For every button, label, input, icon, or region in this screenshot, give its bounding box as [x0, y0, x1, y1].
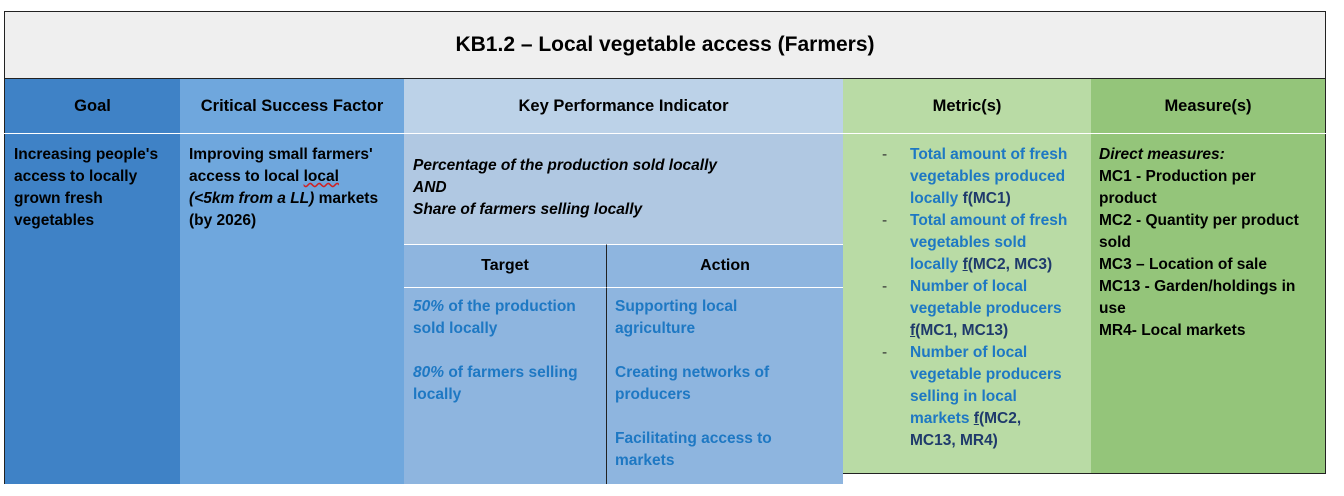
target-item: 50% of the production sold locally	[413, 296, 598, 340]
goal-cell-fill	[4, 242, 180, 484]
header-goal-label: Goal	[74, 97, 111, 115]
bullet-dash: -	[882, 146, 888, 163]
action-text: producers	[615, 386, 691, 403]
header-action-label: Action	[700, 257, 750, 274]
csf-text: markets	[314, 190, 379, 207]
target-percent: 80%	[413, 364, 445, 381]
header-measures: Measure(s)	[1091, 78, 1326, 134]
metric-item: - Number of local vegetable producers f(…	[842, 276, 1085, 342]
action-text: Supporting local	[615, 298, 738, 315]
metric-text: selling in local	[910, 388, 1017, 405]
csf-italic-text: (<5km from a LL)	[189, 190, 315, 207]
action-text: markets	[615, 452, 675, 469]
measures-cell: Direct measures: MC1 - Production per pr…	[1091, 134, 1326, 473]
measure-line: MC13 - Garden/holdings in	[1099, 278, 1296, 295]
measure-line: MC2 - Quantity per product	[1099, 212, 1299, 229]
goal-line: Increasing people's	[14, 146, 159, 163]
action-item: Creating networks of producers	[615, 362, 835, 406]
target-percent: 50%	[413, 298, 445, 315]
csf-line: access to local local	[189, 166, 396, 188]
header-kpi: Key Performance Indicator	[404, 78, 843, 134]
measures-heading: Direct measures:	[1099, 146, 1225, 163]
metric-text: vegetables sold	[910, 234, 1027, 251]
metric-code: MC13, MR4)	[910, 432, 998, 449]
bullet-dash: -	[882, 212, 888, 229]
metric-text: locally	[910, 256, 963, 273]
function-f: f	[962, 190, 968, 207]
header-csf-label: Critical Success Factor	[200, 97, 384, 115]
metric-text: markets	[910, 410, 974, 427]
header-target: Target	[404, 244, 607, 288]
measure-line: MC3 – Location of sale	[1099, 256, 1267, 273]
metric-text: vegetables produced	[910, 168, 1066, 185]
header-measures-label: Measure(s)	[1164, 97, 1252, 115]
csf-line: (by 2026)	[189, 212, 257, 229]
measure-line: MR4- Local markets	[1099, 322, 1246, 339]
metric-item: - Total amount of fresh vegetables sold …	[842, 210, 1085, 276]
table-title: KB1.2 – Local vegetable access (Farmers)	[4, 11, 1326, 78]
csf-line: (<5km from a LL) markets	[189, 188, 396, 210]
kpi-line: AND	[413, 179, 447, 196]
kpi-line: Percentage of the production sold locall…	[413, 157, 718, 174]
metric-code: (MC2, MC3)	[967, 256, 1053, 273]
csf-cell: Improving small farmers' access to local…	[180, 134, 404, 484]
goal-line: vegetables	[14, 212, 95, 229]
metric-text: Number of local	[910, 344, 1028, 361]
metric-text: Number of local	[910, 278, 1028, 295]
action-item: Facilitating access to markets	[615, 428, 835, 472]
target-text: sold locally	[413, 320, 498, 337]
csf-line: Improving small farmers'	[189, 146, 373, 163]
metric-item: - Total amount of fresh vegetables produ…	[842, 144, 1085, 210]
bullet-dash: -	[882, 344, 888, 361]
kpi-cell: Percentage of the production sold locall…	[404, 134, 843, 244]
function-f: f	[910, 322, 916, 339]
metrics-cell: - Total amount of fresh vegetables produ…	[843, 134, 1091, 473]
metric-text: locally	[910, 190, 963, 207]
bullet-dash: -	[882, 278, 888, 295]
header-metrics: Metric(s)	[843, 78, 1091, 134]
measure-line: MC1 - Production per	[1099, 168, 1256, 185]
header-csf: Critical Success Factor	[180, 78, 404, 134]
metric-text: Total amount of fresh	[910, 146, 1068, 163]
header-kpi-label: Key Performance Indicator	[518, 97, 729, 115]
action-text: agriculture	[615, 320, 696, 337]
metric-text: Total amount of fresh	[910, 212, 1068, 229]
measure-line: sold	[1099, 234, 1131, 251]
action-item: Supporting local agriculture	[615, 296, 835, 340]
header-divider	[4, 133, 1326, 134]
measure-line: use	[1099, 300, 1126, 317]
goal-line: grown fresh	[14, 190, 103, 207]
table-title-text: KB1.2 – Local vegetable access (Farmers)	[455, 33, 875, 56]
action-cell: Supporting local agriculture Creating ne…	[607, 288, 843, 484]
action-text: Facilitating access to	[615, 430, 772, 447]
target-cell: 50% of the production sold locally 80% o…	[404, 288, 607, 484]
target-text: locally	[413, 386, 462, 403]
bottom-border	[843, 473, 1326, 474]
goal-cell: Increasing people's access to locally gr…	[4, 134, 180, 242]
header-action: Action	[607, 244, 843, 288]
metric-text: vegetable producers	[910, 366, 1062, 383]
metric-code: (MC2,	[978, 410, 1022, 427]
metric-item: - Number of local vegetable producers se…	[842, 342, 1085, 452]
goal-line: access to locally	[14, 168, 138, 185]
target-item: 80% of farmers selling locally	[413, 362, 598, 406]
header-metrics-label: Metric(s)	[932, 97, 1002, 115]
action-text: Creating networks of	[615, 364, 770, 381]
csf-misspelled-word: local	[303, 168, 339, 185]
metric-code: (MC1)	[967, 190, 1011, 207]
target-text: of farmers selling	[444, 364, 578, 381]
target-text: of the production	[444, 298, 576, 315]
header-goal: Goal	[4, 78, 180, 134]
function-f: f	[973, 410, 979, 427]
header-target-label: Target	[481, 257, 529, 274]
kpi-line: Share of farmers selling locally	[413, 201, 643, 218]
function-f: f	[962, 256, 968, 273]
measure-line: product	[1099, 190, 1157, 207]
csf-text: access to local	[189, 168, 304, 185]
metric-code: (MC1, MC13)	[915, 322, 1009, 339]
metric-text: vegetable producers	[910, 300, 1062, 317]
